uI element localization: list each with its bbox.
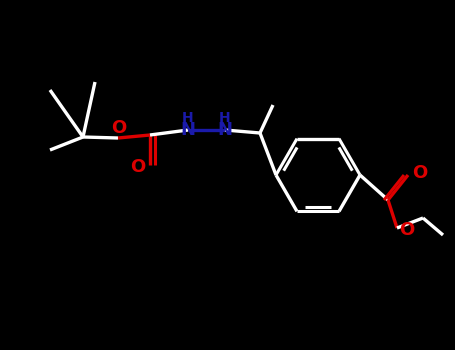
Text: H: H [182, 111, 194, 125]
Text: H: H [219, 111, 231, 125]
Text: N: N [217, 121, 233, 139]
Text: O: O [412, 164, 428, 182]
Text: O: O [131, 158, 146, 176]
Text: O: O [111, 119, 126, 137]
Text: N: N [181, 121, 196, 139]
Text: O: O [399, 221, 415, 239]
